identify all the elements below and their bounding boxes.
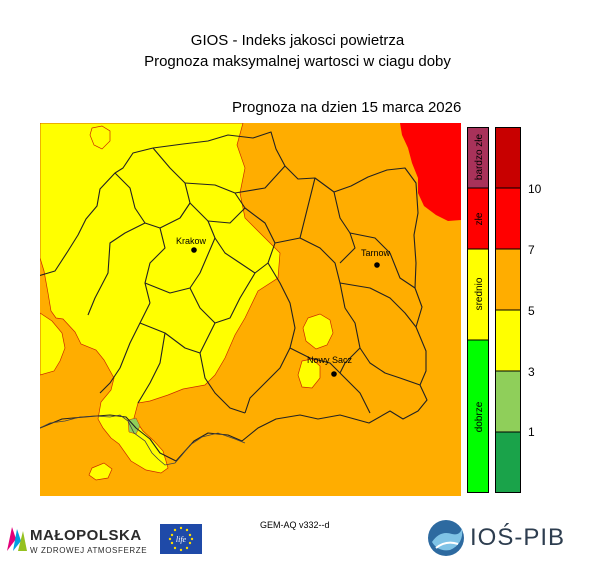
city-label-tarnow: Tarnow <box>361 248 391 258</box>
legend-cat-frame <box>467 127 489 493</box>
legend-scale-3 <box>495 310 521 371</box>
legend-cat-dobrze <box>467 340 489 493</box>
county-boundary <box>349 232 416 289</box>
county-boundary <box>344 307 421 386</box>
legend-tick-5: 5 <box>528 304 535 318</box>
city-dot-tarnow <box>374 262 380 268</box>
county-boundary <box>339 282 417 328</box>
malopolska-slogan: W ZDROWEJ ATMOSFERZE <box>30 546 148 555</box>
county-boundary <box>99 302 151 394</box>
city-label-krakow: Krakow <box>176 236 207 246</box>
eu-life-logo: life <box>160 524 202 554</box>
admin-boundaries <box>40 131 428 462</box>
map-subtitle: Prognoza maksymalnej wartosci w ciagu do… <box>144 53 451 70</box>
legend-cat-label-zle: złe <box>474 212 485 225</box>
ios-pib-name: IOŚ-PIB <box>470 524 566 551</box>
city-dot-nowy-sacz <box>331 371 337 377</box>
legend-tick-10: 10 <box>528 182 542 196</box>
zone-bad-red <box>400 123 461 221</box>
country-border <box>40 414 246 466</box>
legend-scale-bar <box>495 127 521 493</box>
legend-tick-7: 7 <box>528 243 535 257</box>
legend-scale-6 <box>495 127 521 188</box>
county-boundary <box>289 347 371 414</box>
zone-moderate-yellow-lake-2 <box>297 358 321 389</box>
voivodeship-boundary <box>40 131 428 462</box>
svg-text:life: life <box>176 535 187 544</box>
ios-pib-logo-icon <box>428 520 464 556</box>
city-dot-krakow <box>191 247 197 253</box>
city-label-nowy-sacz: Nowy Sacz <box>307 355 353 365</box>
zone-moderate-yellow-south <box>88 462 113 481</box>
county-boundary <box>189 272 256 324</box>
county-boundary <box>137 332 166 404</box>
legend-tick-3: 3 <box>528 365 535 379</box>
legend-tick-1: 1 <box>528 425 535 439</box>
forecast-date: Prognoza na dzien 15 marca 2026 <box>232 99 462 116</box>
legend-cat-srednio <box>467 249 489 340</box>
county-boundary <box>199 352 246 414</box>
air-quality-map: Krakow Tarnow Nowy Sacz <box>40 123 461 496</box>
legend-scale-5 <box>495 188 521 249</box>
county-boundary <box>139 322 216 354</box>
zone-moderate-yellow-north <box>89 125 111 150</box>
legend-cat-label-srednio: srednio <box>474 277 485 310</box>
county-boundary <box>87 172 146 316</box>
county-boundary <box>234 165 286 194</box>
legend-cat-zle <box>467 188 489 249</box>
county-boundary <box>299 177 316 239</box>
county-boundary <box>179 202 191 219</box>
legend-scale-2 <box>495 371 521 432</box>
legend-cat-bardzo-zle <box>467 127 489 188</box>
zone-moderate-yellow-west <box>40 312 66 376</box>
legend-scale-4 <box>495 249 521 310</box>
model-version: GEM-AQ v332--d <box>260 520 330 530</box>
county-boundary <box>339 347 361 374</box>
legend-scale-1 <box>495 432 521 493</box>
county-boundary <box>144 227 166 304</box>
malopolska-name: MAŁOPOLSKA <box>30 527 142 544</box>
county-boundary <box>274 237 346 309</box>
zone-moderate-yellow <box>40 123 281 474</box>
legend-cat-label-dobrze: dobrze <box>474 401 485 432</box>
legend-cat-label-bardzo-zle: bardzo złe <box>474 133 485 180</box>
zone-moderate-yellow-lake-1 <box>302 313 334 350</box>
map-title: GIOS - Indeks jakosci powietrza <box>190 32 405 49</box>
malopolska-logo-icon <box>7 527 27 551</box>
legend-category-bar: bardzo złe złe srednio dobrze <box>467 127 489 493</box>
